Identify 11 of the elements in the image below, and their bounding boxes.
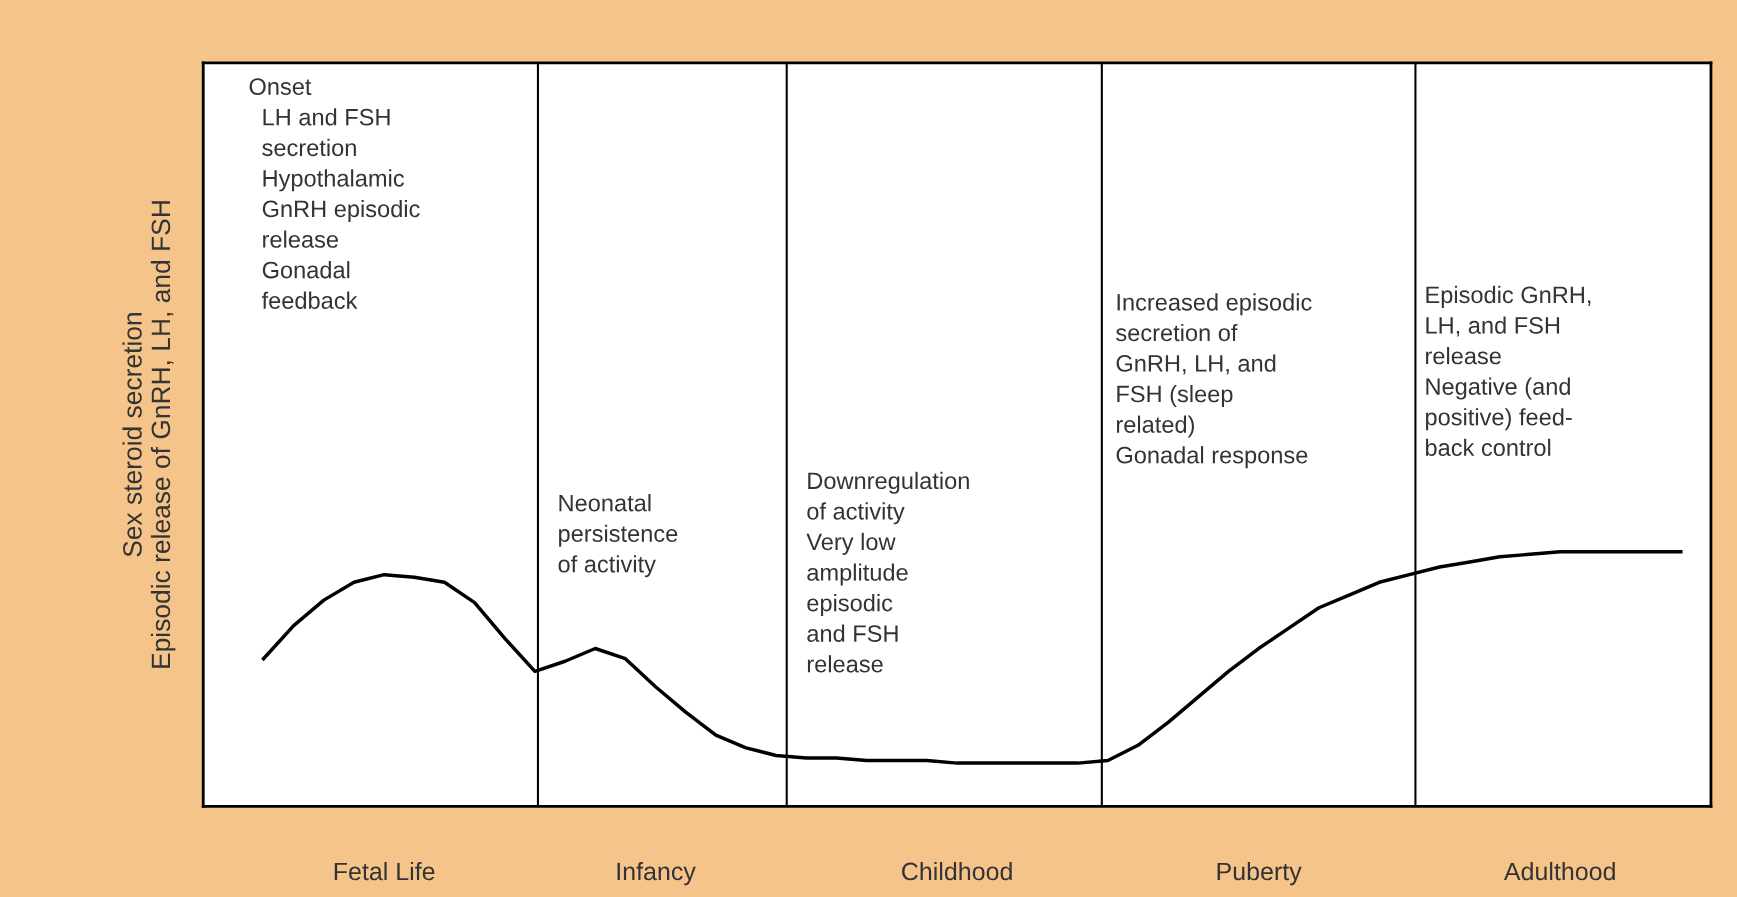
x-tick-label: Fetal Life (334, 861, 435, 881)
text: Episodic GnRH, LH, and FSH release Negative (and positive) feed- back control (1426, 285, 1591, 457)
annotation: Neonatal persistence of activity (558, 494, 678, 578)
annotation: Downregulation of activity Very low amplitude episodic and FSH release (806, 471, 969, 673)
x-tick-label: Puberty (1217, 861, 1302, 886)
x-tick-label: Adulthood (1503, 861, 1615, 881)
text: Onset LH and FSH secretion Hypothalamic GnRH episodic release Gonadal feedback (249, 78, 420, 309)
x-tick-label: Childhood (902, 861, 1012, 881)
text: Increased episodic secretion of GnRH, LH, and FSH (sleep related) Gonadal response (1116, 293, 1312, 469)
y-axis-title: Sex steroid secretion Episodic release of GnRH, LH, and FSH (122, 201, 176, 668)
x-tick-label: Infancy (617, 861, 696, 886)
